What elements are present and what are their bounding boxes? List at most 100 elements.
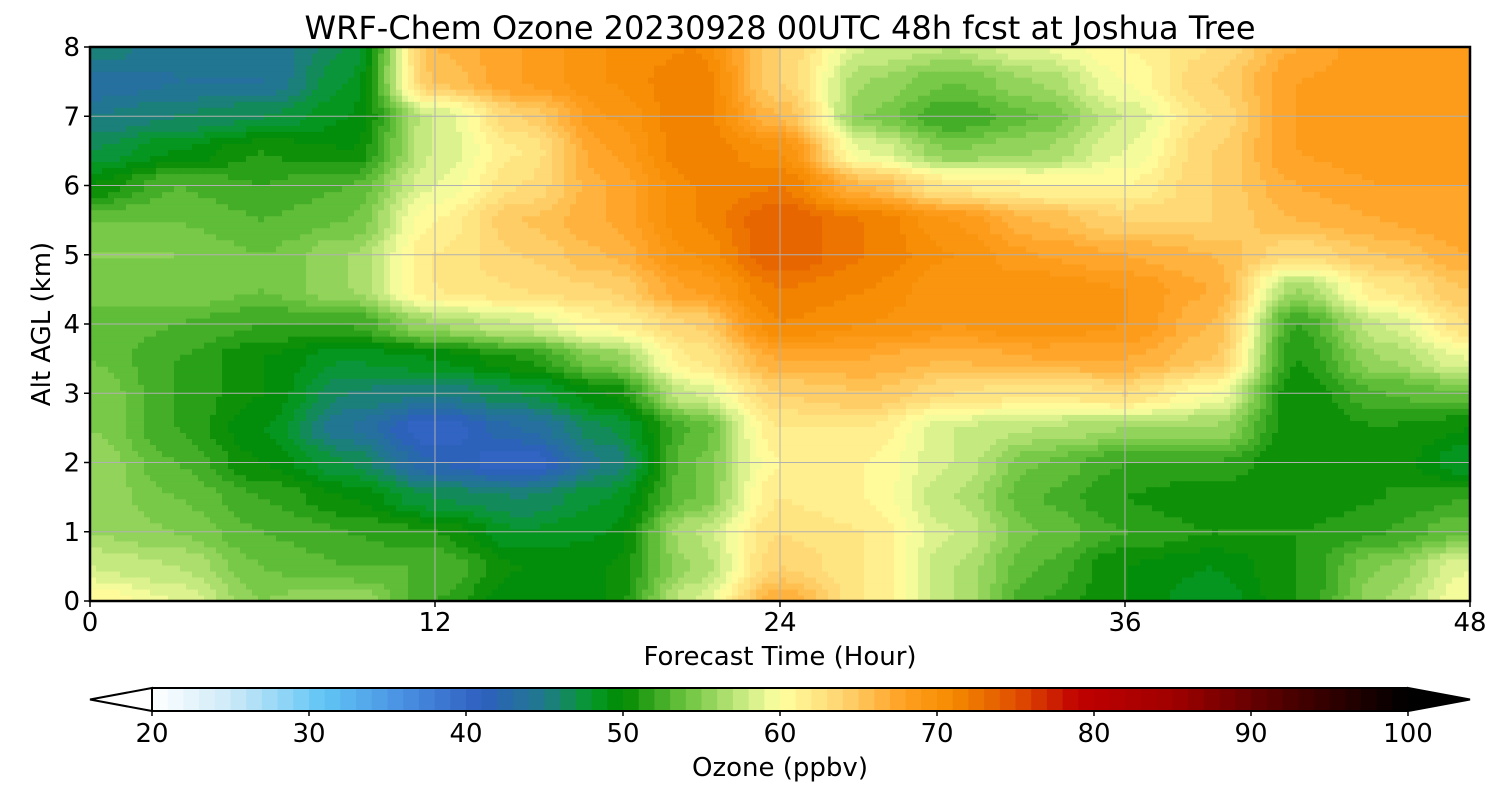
heatmap-cell (162, 486, 169, 494)
heatmap-cell (1002, 504, 1009, 512)
heatmap-cell (594, 594, 601, 602)
heatmap-cell (888, 498, 895, 506)
heatmap-cell (1290, 510, 1297, 518)
heatmap-cell (1008, 546, 1015, 554)
heatmap-cell (276, 468, 283, 476)
heatmap-cell (930, 534, 937, 542)
heatmap-cell (1110, 540, 1117, 548)
heatmap-cell (336, 546, 343, 554)
heatmap-cell (594, 480, 601, 488)
heatmap-cell (474, 594, 481, 602)
heatmap-cell (828, 492, 835, 500)
heatmap-cell (1092, 474, 1099, 482)
heatmap-cell (450, 558, 457, 566)
heatmap-cell (888, 504, 895, 512)
heatmap-cell (420, 492, 427, 500)
heatmap-cell (1002, 516, 1009, 524)
heatmap-cell (1128, 576, 1135, 584)
heatmap-cell (852, 486, 859, 494)
heatmap-cell (354, 540, 361, 548)
heatmap-cell (1032, 570, 1039, 578)
heatmap-cell (984, 486, 991, 494)
heatmap-cell (960, 534, 967, 542)
heatmap-cell (1152, 492, 1159, 500)
heatmap-cell (1176, 558, 1183, 566)
heatmap-cell (558, 576, 565, 584)
heatmap-cell (606, 498, 613, 506)
heatmap-cell (1404, 486, 1411, 494)
heatmap-cell (912, 492, 919, 500)
heatmap-cell (1398, 474, 1405, 482)
heatmap-cell (156, 480, 163, 488)
heatmap-cell (486, 498, 493, 506)
heatmap-cell (222, 588, 229, 596)
heatmap-cell (168, 540, 175, 548)
heatmap-cell (1392, 582, 1399, 590)
heatmap-cell (948, 552, 955, 560)
heatmap-cell (972, 510, 979, 518)
heatmap-cell (564, 564, 571, 572)
heatmap-cell (114, 576, 121, 584)
heatmap-cell (1068, 546, 1075, 554)
heatmap-cell (1302, 492, 1309, 500)
heatmap-cell (1350, 570, 1357, 578)
heatmap-cell (252, 510, 259, 518)
heatmap-cell (174, 558, 181, 566)
heatmap-cell (1062, 498, 1069, 506)
heatmap-cell (1026, 498, 1033, 506)
heatmap-cell (1458, 576, 1465, 584)
heatmap-cell (960, 486, 967, 494)
heatmap-cell (654, 480, 661, 488)
heatmap-cell (420, 552, 427, 560)
heatmap-cell (1266, 522, 1273, 530)
heatmap-cell (360, 504, 367, 512)
heatmap-cell (798, 570, 805, 578)
heatmap-cell (648, 546, 655, 554)
heatmap-cell (1260, 552, 1267, 560)
heatmap-cell (1104, 474, 1111, 482)
heatmap-cell (636, 540, 643, 548)
heatmap-cell (366, 492, 373, 500)
heatmap-cell (594, 474, 601, 482)
heatmap-cell (822, 522, 829, 530)
heatmap-cell (522, 594, 529, 602)
heatmap-cell (876, 510, 883, 518)
heatmap-cell (1194, 486, 1201, 494)
heatmap-cell (966, 534, 973, 542)
heatmap-cell (420, 486, 427, 494)
heatmap-cell (702, 522, 709, 530)
heatmap-cell (864, 534, 871, 542)
heatmap-cell (246, 582, 253, 590)
heatmap-cell (1188, 552, 1195, 560)
heatmap-cell (198, 552, 205, 560)
heatmap-cell (522, 570, 529, 578)
heatmap-cell (1068, 534, 1075, 542)
heatmap-cell (1110, 570, 1117, 578)
heatmap-cell (798, 594, 805, 602)
heatmap-cell (1128, 498, 1135, 506)
heatmap-cell (438, 468, 445, 476)
heatmap-cell (1092, 486, 1099, 494)
chart-title: WRF-Chem Ozone 20230928 00UTC 48h fcst a… (304, 9, 1255, 47)
heatmap-cell (348, 486, 355, 494)
heatmap-cell (564, 552, 571, 560)
heatmap-cell (342, 552, 349, 560)
heatmap-cell (1434, 576, 1441, 584)
heatmap-cell (822, 468, 829, 476)
heatmap-cell (648, 588, 655, 596)
heatmap-cell (720, 498, 727, 506)
heatmap-cell (348, 594, 355, 602)
heatmap-cell (870, 546, 877, 554)
heatmap-cell (1290, 552, 1297, 560)
heatmap-cell (168, 576, 175, 584)
heatmap-cell (552, 474, 559, 482)
heatmap-cell (1368, 522, 1375, 530)
heatmap-cell (1152, 504, 1159, 512)
heatmap-cell (1134, 552, 1141, 560)
heatmap-cell (648, 570, 655, 578)
heatmap-cell (102, 576, 109, 584)
heatmap-cell (672, 552, 679, 560)
heatmap-cell (336, 480, 343, 488)
heatmap-cell (252, 516, 259, 524)
heatmap-cell (720, 516, 727, 524)
